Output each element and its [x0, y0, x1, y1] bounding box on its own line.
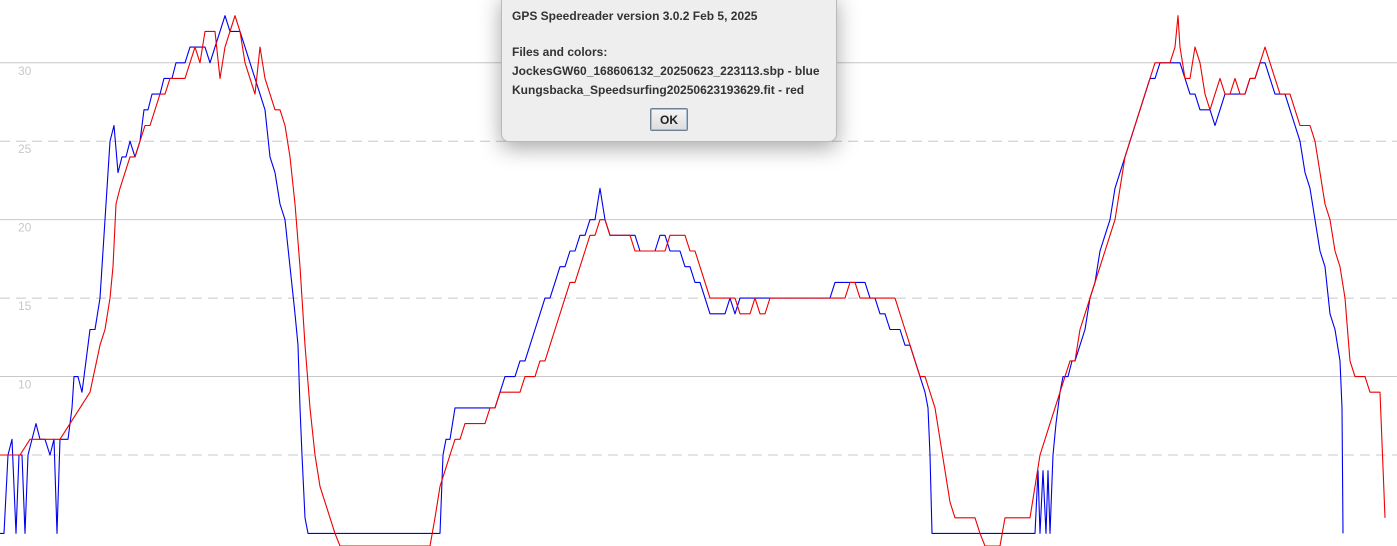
y-tick-label-30: 30 [18, 64, 32, 78]
y-axis-ticks: 10 15 20 25 30 [18, 64, 32, 392]
file-blue-entry: JockesGW60_168606132_20250623_223113.sbp… [512, 64, 820, 78]
series-line-red [0, 15, 1386, 546]
about-dialog: GPS Speedreader version 3.0.2 Feb 5, 202… [501, 0, 837, 142]
y-tick-label-20: 20 [18, 221, 32, 235]
version-text: GPS Speedreader version 3.0.2 Feb 5, 202… [512, 9, 758, 23]
ok-button[interactable]: OK [650, 108, 688, 131]
y-tick-label-25: 25 [18, 142, 32, 156]
chart-series [0, 15, 1386, 546]
y-tick-label-10: 10 [18, 378, 32, 392]
files-heading: Files and colors: [512, 45, 608, 59]
y-tick-label-15: 15 [18, 299, 32, 313]
file-red-entry: Kungsbacka_Speedsurfing20250623193629.fi… [512, 83, 805, 97]
